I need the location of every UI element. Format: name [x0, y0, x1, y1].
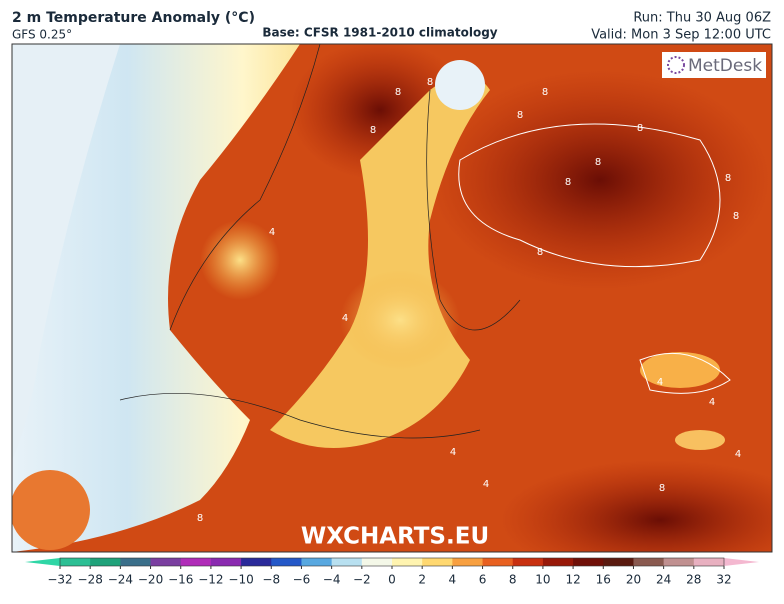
contour-label: 8	[517, 110, 523, 121]
colorbar-segment	[90, 558, 121, 566]
colorbar-tick-label: −6	[293, 573, 311, 587]
colorbar-tick-label: −10	[228, 573, 253, 587]
colorbar-tick-label: 8	[509, 573, 517, 587]
colorbar-segment	[331, 558, 363, 566]
colorbar-tick-label: 20	[626, 573, 641, 587]
colorbar-tick-label: −24	[108, 573, 133, 587]
contour-label: 8	[595, 157, 601, 168]
colorbar-tick-label: 4	[449, 573, 457, 587]
contour-label: 4	[483, 479, 489, 490]
contour-label: 8	[370, 125, 376, 136]
colorbar-segment	[512, 558, 544, 566]
colorbar-segment	[241, 558, 272, 566]
contour-label: 4	[709, 397, 715, 408]
colorbar-segment	[60, 558, 91, 566]
contour-label: 4	[342, 313, 348, 324]
run: Run: Thu 30 Aug 06Z	[633, 11, 771, 26]
title: 2 m Temperature Anomaly (°C)	[12, 10, 255, 26]
colorbar-tick-label: 10	[535, 573, 550, 587]
colorbar-segment	[663, 558, 695, 566]
contour-label: 8	[427, 77, 433, 88]
logo-icon	[667, 56, 685, 74]
colorbar-segment	[301, 558, 333, 566]
colorbar-tick-label: 16	[596, 573, 611, 587]
colorbar-segment	[271, 558, 302, 566]
colorbar-tick-label: −20	[138, 573, 163, 587]
logo: MetDesk	[688, 56, 762, 76]
colorbar-segment	[452, 558, 484, 566]
colorbar-tick-label: −12	[198, 573, 223, 587]
colorbar-segment	[210, 558, 242, 566]
contour-label: 8	[565, 177, 571, 188]
base: Base: CFSR 1981-2010 climatology	[262, 26, 497, 40]
colorbar-segment	[633, 558, 665, 566]
colorbar-tick-label: 6	[479, 573, 487, 587]
colorbar-segment	[693, 558, 725, 566]
watermark: WXCHARTS.EU	[301, 524, 489, 550]
colorbar-segment	[422, 558, 453, 566]
colorbar-segment	[542, 558, 574, 566]
colorbar-tick-label: −32	[47, 573, 72, 587]
contour-label: 8	[542, 87, 548, 98]
colorbar-tick-label: 0	[388, 573, 396, 587]
map-frame	[11, 43, 773, 553]
valid: Valid: Mon 3 Sep 12:00 UTC	[591, 28, 771, 43]
map	[12, 44, 772, 552]
colorbar-tick-label: 32	[716, 573, 731, 587]
contour-label: 8	[537, 247, 543, 258]
colorbar-tick-label: 28	[686, 573, 701, 587]
logo-box	[662, 52, 766, 78]
colorbar-tick-label: 12	[565, 573, 580, 587]
colorbar-arrow	[25, 558, 60, 566]
contour-label: 8	[659, 483, 665, 494]
colorbar-tick-label: 2	[418, 573, 426, 587]
colorbar-segment	[180, 558, 212, 566]
colorbar-tick-label: −4	[323, 573, 341, 587]
colorbar-tick-label: −16	[168, 573, 193, 587]
colorbar-segment	[120, 558, 152, 566]
colorbar-segment	[392, 558, 423, 566]
contour-label: 8	[197, 513, 203, 524]
contour-label: 4	[269, 227, 275, 238]
colorbar-tick-label: 24	[656, 573, 671, 587]
colorbar-arrow	[724, 558, 759, 566]
model: GFS 0.25°	[12, 28, 72, 42]
contour-label: 4	[657, 377, 663, 388]
colorbar-segment	[482, 558, 514, 566]
contour-label: 8	[725, 173, 731, 184]
colorbar-segment	[150, 558, 182, 566]
colorbar-segment	[361, 558, 393, 566]
contour-label: 4	[450, 447, 456, 458]
contour-label: 8	[395, 87, 401, 98]
contour-label: 8	[637, 123, 643, 134]
colorbar-tick-label: −2	[353, 573, 371, 587]
colorbar-segment	[573, 558, 604, 566]
contour-label: 8	[733, 211, 739, 222]
colorbar-tick-label: −8	[262, 573, 280, 587]
contour-label: 4	[735, 449, 741, 460]
colorbar-tick-label: −28	[78, 573, 103, 587]
colorbar-segment	[603, 558, 634, 566]
